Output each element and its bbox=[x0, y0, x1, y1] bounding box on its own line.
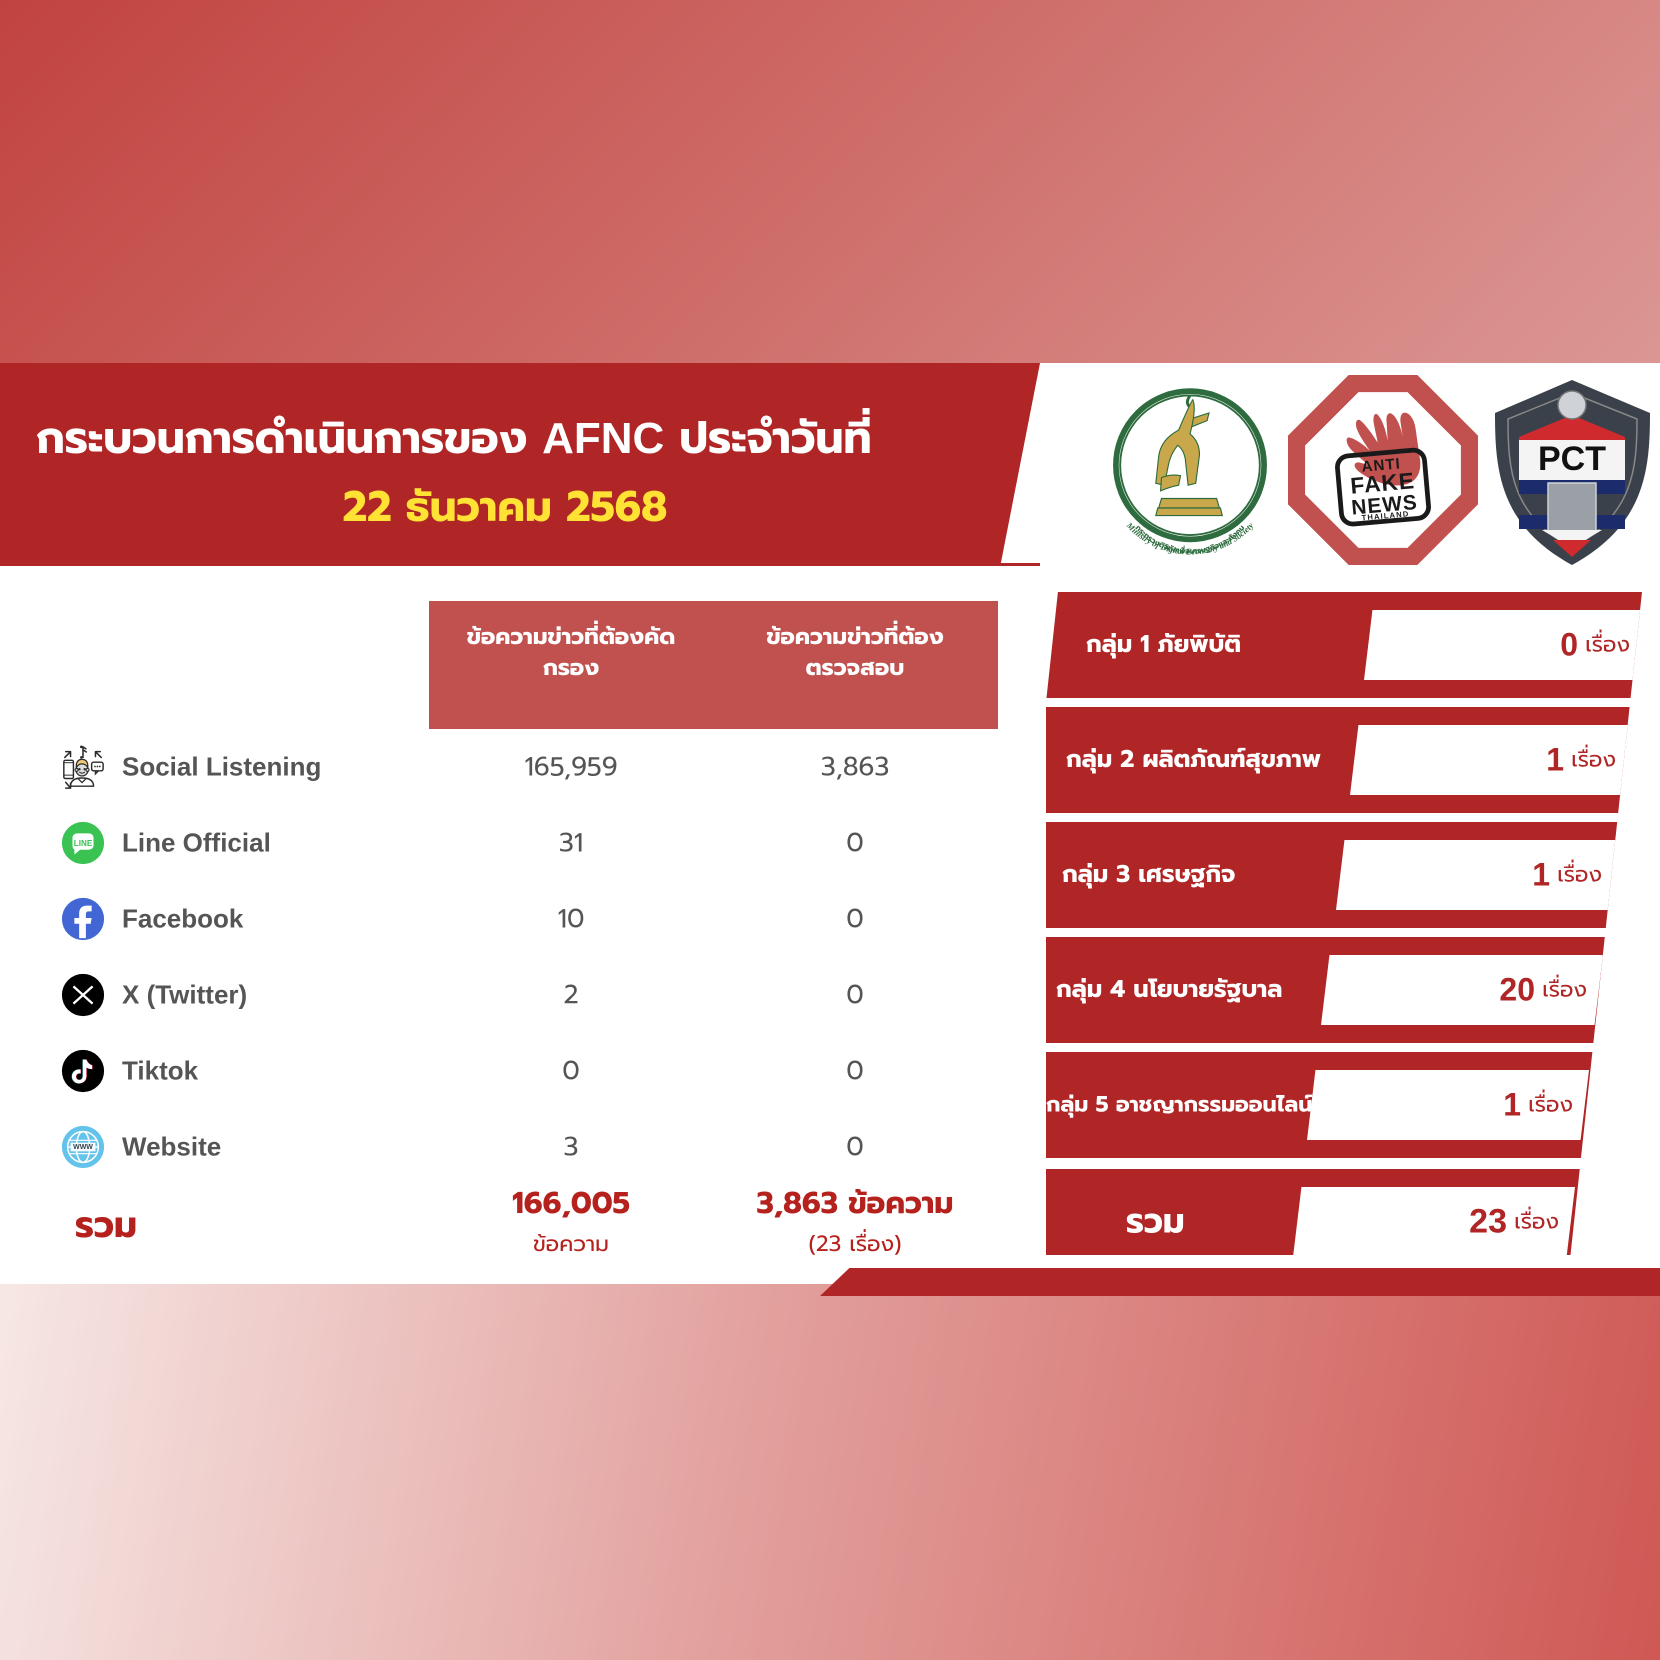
svg-text:LINE: LINE bbox=[74, 839, 93, 848]
svg-text:PCT: PCT bbox=[1538, 440, 1606, 478]
svg-text:WWW: WWW bbox=[73, 1144, 93, 1151]
